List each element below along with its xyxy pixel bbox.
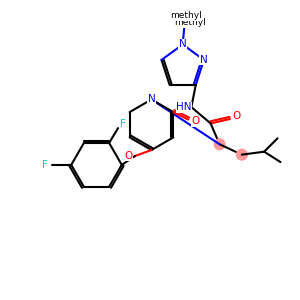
Text: methyl: methyl bbox=[174, 18, 206, 27]
Text: N: N bbox=[179, 40, 187, 50]
Text: HN: HN bbox=[176, 102, 192, 112]
Text: O: O bbox=[191, 116, 200, 126]
Text: O: O bbox=[232, 111, 241, 121]
Text: N: N bbox=[200, 55, 208, 65]
Text: F: F bbox=[121, 119, 126, 129]
Text: F: F bbox=[42, 160, 48, 170]
Text: methyl: methyl bbox=[170, 11, 202, 20]
Circle shape bbox=[236, 149, 247, 160]
Text: O: O bbox=[124, 151, 133, 161]
Circle shape bbox=[214, 139, 225, 150]
Text: N: N bbox=[148, 94, 155, 104]
